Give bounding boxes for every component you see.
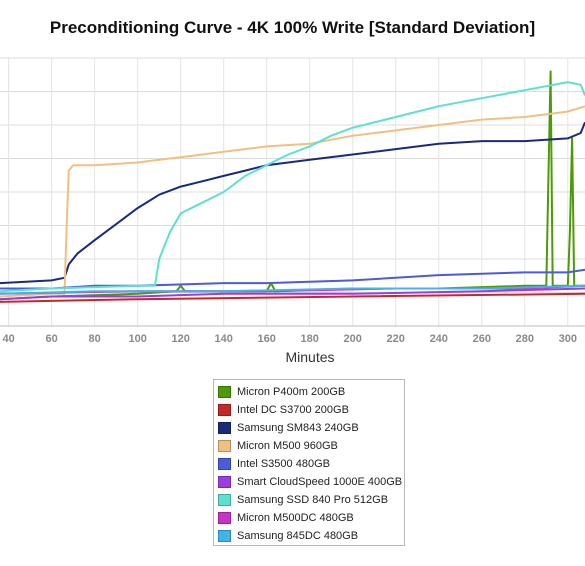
legend-swatch [218,530,231,542]
legend-swatch [218,494,231,506]
x-tick-label: 260 [473,333,491,345]
legend-label: Micron M500 960GB [237,440,338,452]
legend-swatch [218,422,231,434]
legend-swatch [218,458,231,470]
legend-label: Micron M500DC 480GB [237,512,354,524]
series-line-8 [0,284,585,295]
x-tick-label: 300 [559,333,577,345]
legend-label: Intel DC S3700 200GB [237,404,349,416]
x-tick-label: 200 [344,333,362,345]
x-tick-label: 120 [171,333,189,345]
legend-swatch [218,440,231,452]
x-tick-label: 100 [128,333,146,345]
legend-label: Smart CloudSpeed 1000E 400GB [237,476,403,488]
x-axis-label: Minutes [285,349,335,365]
legend-item: Samsung SSD 840 Pro 512GB [218,491,404,509]
x-tick-label: 280 [516,333,534,345]
legend-label: Samsung SM843 240GB [237,422,359,434]
legend-swatch [218,512,231,524]
legend-item: Intel S3500 480GB [218,455,404,473]
x-tick-label: 40 [2,333,14,345]
legend-item: Intel DC S3700 200GB [218,401,404,419]
series-line-0 [0,70,585,301]
x-tick-label: 180 [301,333,319,345]
series-line-5 [0,287,585,301]
x-tick-labels: 40 60 80 100 120 140 160 180 200 220 240 260 280 300 [2,333,576,345]
legend-item: Micron P400m 200GB [218,383,404,401]
series-line-3 [0,105,585,298]
series-line-1 [0,292,585,303]
legend-label: Samsung 845DC 480GB [237,530,359,542]
series-lines [0,70,585,303]
legend-item: Smart CloudSpeed 1000E 400GB [218,473,404,491]
x-tick-label: 220 [387,333,405,345]
legend-swatch [218,404,231,416]
legend-label: Intel S3500 480GB [237,458,330,470]
series-line-2 [0,121,585,285]
series-line-6 [0,81,585,293]
x-tick-label: 60 [45,333,57,345]
legend-swatch [218,476,231,488]
legend-item: Micron M500DC 480GB [218,509,404,527]
legend: Micron P400m 200GB Intel DC S3700 200GB Sa… [213,379,405,546]
legend-item: Samsung SM843 240GB [218,419,404,437]
legend-item: Micron M500 960GB [218,437,404,455]
x-tick-label: 240 [430,333,448,345]
x-tick-label: 80 [89,333,101,345]
legend-label: Micron P400m 200GB [237,386,346,398]
legend-item: Samsung 845DC 480GB [218,527,404,545]
legend-swatch [218,386,231,398]
chart-title: Preconditioning Curve - 4K 100% Write [S… [49,18,536,37]
x-tick-label: 160 [258,333,276,345]
x-tick-label: 140 [214,333,232,345]
legend-label: Samsung SSD 840 Pro 512GB [237,494,389,506]
